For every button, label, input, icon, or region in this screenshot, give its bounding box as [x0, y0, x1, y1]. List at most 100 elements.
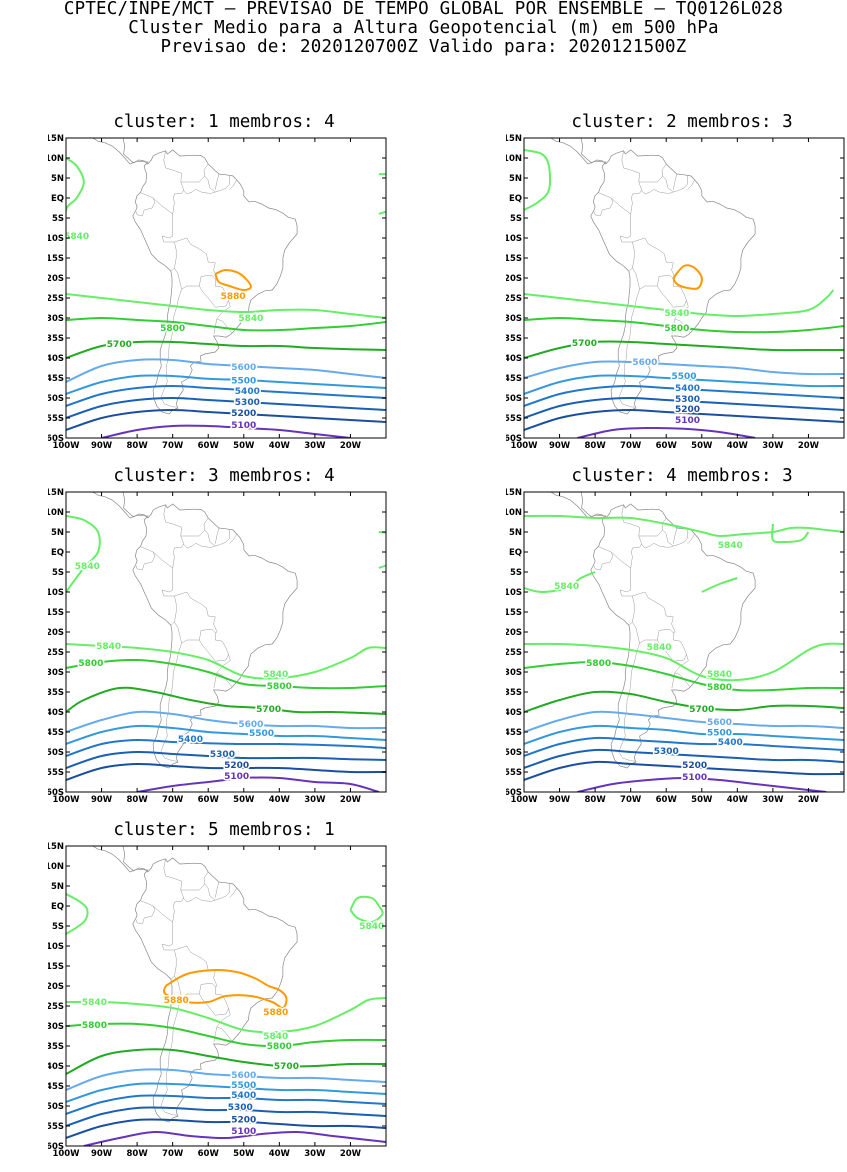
country-border — [203, 871, 230, 901]
lon-label: 40W — [727, 795, 749, 805]
contour-5600 — [66, 1068, 386, 1091]
lat-label: 20S — [48, 274, 64, 284]
lon-label: 30W — [304, 441, 326, 451]
map-content: 5840 5840 5840 5840 5800 5800 5700 560055005400… — [524, 492, 844, 792]
lon-label: 50W — [233, 441, 255, 451]
country-border — [641, 188, 674, 195]
contour-label-5840: 5840 — [718, 541, 743, 551]
country-border — [135, 546, 156, 571]
lat-label: 55S — [506, 414, 522, 424]
lat-label: 55S — [48, 414, 64, 424]
country-border — [216, 1008, 233, 1041]
contour-5200 — [66, 1118, 386, 1139]
contour-5400 — [66, 738, 386, 757]
country-border — [657, 632, 687, 662]
lat-label: 30S — [506, 314, 522, 324]
contour-label-5800: 5800 — [707, 683, 732, 693]
lat-label: 45S — [48, 728, 64, 738]
contour-5300 — [66, 396, 386, 419]
contour-label-5500: 5500 — [231, 1081, 256, 1091]
lat-label: 55S — [48, 1122, 64, 1132]
header-line-2: Cluster Medio para a Altura Geopotencial… — [128, 18, 719, 38]
lat-label: 35S — [506, 334, 522, 344]
country-border — [183, 188, 216, 195]
lat-label: 40S — [48, 1062, 64, 1072]
contour-5840 — [66, 643, 386, 680]
contour-5700 — [524, 690, 844, 713]
lon-label: 100W — [510, 441, 538, 451]
lon-label: 90W — [91, 441, 113, 451]
country-border — [163, 858, 184, 923]
lat-label: 15N — [48, 488, 64, 498]
contour-5700 — [66, 340, 386, 359]
contour-5600 — [524, 360, 844, 379]
lon-label: 90W — [549, 441, 571, 451]
lat-label: 5S — [510, 214, 522, 224]
contour-5600 — [524, 710, 844, 733]
contour-label-5800: 5800 — [586, 659, 611, 669]
contour-label-5400: 5400 — [675, 384, 700, 394]
contour-5400 — [524, 736, 844, 757]
lat-label: 15N — [48, 842, 64, 852]
contour-5200 — [524, 408, 844, 431]
contour-5300 — [66, 1106, 386, 1127]
lat-label: 15N — [506, 134, 522, 144]
country-border — [163, 504, 184, 569]
lat-label: 50S — [48, 394, 64, 404]
contour-5800 — [524, 660, 844, 692]
contour-5840 — [771, 523, 810, 544]
contour-label-5200: 5200 — [231, 1116, 256, 1126]
contour-label-5800: 5800 — [160, 324, 185, 334]
lat-label: 50S — [48, 1102, 64, 1112]
panel-title: cluster: 2 membros: 3 — [571, 112, 793, 132]
panel-title: cluster: 1 membros: 4 — [113, 112, 335, 132]
country-border — [657, 278, 687, 308]
contour-5840 — [66, 293, 386, 319]
contour-label-5200: 5200 — [224, 761, 249, 771]
lat-label: 5S — [52, 568, 64, 578]
country-border — [593, 546, 614, 571]
country-border — [610, 551, 635, 626]
contour-5840 — [66, 157, 85, 238]
country-border — [152, 197, 177, 272]
contour-5100 — [101, 424, 351, 438]
contour-5840 — [524, 642, 844, 682]
contour-5500 — [66, 1082, 386, 1103]
lon-label: 60W — [198, 441, 220, 451]
lat-label: 15S — [506, 608, 522, 618]
contour-label-5100: 5100 — [224, 772, 249, 782]
lon-label: 80W — [127, 795, 149, 805]
contour-label-5840: 5840 — [647, 643, 672, 653]
lat-label: 20S — [506, 628, 522, 638]
contour-5100 — [577, 776, 827, 792]
lat-label: 30S — [506, 668, 522, 678]
panel-title: cluster: 4 membros: 3 — [571, 466, 793, 486]
coastline — [580, 138, 756, 415]
country-border — [215, 881, 220, 898]
contour-5200 — [66, 762, 386, 781]
lon-label: 30W — [762, 795, 784, 805]
lon-label: 20W — [340, 1149, 362, 1159]
contour-label-5300: 5300 — [228, 1103, 253, 1113]
country-border — [621, 150, 642, 215]
contour-label-5700: 5700 — [107, 340, 132, 350]
contour-label-5600: 5600 — [707, 718, 732, 728]
country-border — [216, 300, 233, 333]
contour-5840 — [524, 289, 835, 318]
contour-5300 — [524, 748, 844, 769]
lat-label: 5N — [51, 882, 64, 892]
lat-label: 30S — [48, 668, 64, 678]
lon-label: 70W — [620, 441, 642, 451]
contour-label-5700: 5700 — [274, 1062, 299, 1072]
contour-label-5600: 5600 — [231, 363, 256, 373]
lon-label: 60W — [198, 1149, 220, 1159]
contour-5840 — [524, 149, 552, 211]
contour-label-5500: 5500 — [231, 376, 256, 386]
lat-label: EQ — [509, 194, 522, 204]
country-border — [160, 643, 182, 762]
country-border — [610, 197, 635, 272]
lat-label: 10N — [506, 154, 522, 164]
contour-label-5840: 5840 — [664, 309, 689, 319]
lat-label: 10S — [506, 234, 522, 244]
